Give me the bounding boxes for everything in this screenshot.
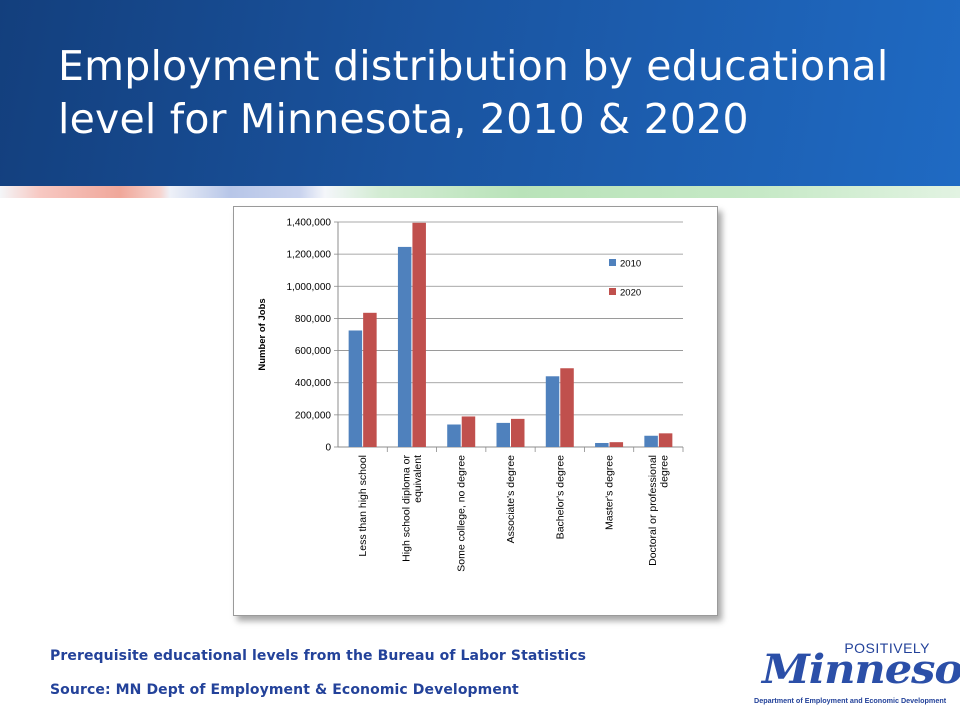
- slide-title: Employment distribution by educational l…: [58, 42, 889, 143]
- svg-text:Doctoral or professional: Doctoral or professional: [647, 455, 659, 566]
- svg-text:High school diploma or: High school diploma or: [401, 455, 413, 562]
- y-tick-label: 200,000: [295, 410, 332, 421]
- chart-container: 0 200,000 400,000 600,000 800,000 1,000,000 1,…: [233, 206, 718, 616]
- y-axis-label: Number of Jobs: [257, 298, 268, 370]
- legend-label-2010: 2010: [620, 259, 641, 270]
- bar-2010-6: [595, 442, 609, 447]
- svg-text:Some college, no degree: Some college, no degree: [456, 455, 468, 572]
- x-tick-label: Some college, no degree: [456, 455, 468, 572]
- footnote-prerequisite: Prerequisite educational levels from the…: [50, 648, 587, 664]
- y-tick-label: 1,000,000: [287, 282, 332, 293]
- bar-2020-7: [658, 433, 673, 447]
- bar-2020-1: [363, 312, 377, 447]
- svg-text:degree: degree: [659, 455, 671, 488]
- logo-wordmark: Minnesota: [762, 646, 960, 693]
- x-tick-label: Master's degree: [604, 455, 616, 530]
- bar-2010-3: [447, 424, 461, 447]
- x-tick-label: Less than high school: [357, 455, 369, 557]
- positively-minnesota-logo: POSITIVELY Minnesota Department of Emplo…: [752, 640, 960, 710]
- x-tick-label: Associate's degree: [505, 455, 517, 544]
- legend-swatch-2020: [609, 288, 616, 295]
- bar-2010-5: [545, 376, 560, 447]
- bar-2010-4: [496, 422, 510, 447]
- logo-tagline: POSITIVELY: [844, 640, 930, 656]
- logo-department: Department of Employment and Economic De…: [754, 696, 947, 705]
- footnote-source: Source: MN Dept of Employment & Economic…: [50, 682, 519, 698]
- bar-2010-1: [348, 330, 363, 447]
- title-banner: Employment distribution by educational l…: [0, 0, 960, 186]
- svg-text:Master's degree: Master's degree: [604, 455, 616, 530]
- bar-2020-2: [412, 222, 426, 447]
- bar-2020-4: [511, 418, 525, 447]
- y-tick-label: 0: [325, 443, 331, 454]
- bar-2010-2: [397, 246, 412, 447]
- x-tick-label: Bachelor's degree: [554, 455, 566, 539]
- svg-text:Associate's degree: Associate's degree: [505, 455, 517, 544]
- y-tick-label: 1,200,000: [287, 250, 332, 261]
- svg-text:Less than high school: Less than high school: [357, 455, 369, 557]
- svg-text:Bachelor's degree: Bachelor's degree: [554, 455, 566, 539]
- bar-2010-7: [644, 435, 658, 447]
- y-tick-label: 1,400,000: [287, 218, 332, 229]
- legend-label-2020: 2020: [620, 288, 641, 299]
- decorative-ribbon: [0, 186, 960, 198]
- bar-2020-5: [560, 368, 574, 447]
- x-tick-label: Doctoral or professional degree: [647, 455, 671, 566]
- y-tick-label: 400,000: [295, 378, 332, 389]
- bar-2020-3: [461, 416, 476, 447]
- y-tick-label: 600,000: [295, 346, 332, 357]
- legend-swatch-2010: [609, 259, 616, 266]
- y-tick-label: 800,000: [295, 314, 332, 325]
- svg-text:equivalent: equivalent: [412, 455, 424, 503]
- x-tick-label: High school diploma or equivalent: [401, 455, 425, 562]
- bar-2020-6: [609, 442, 624, 447]
- bar-chart: 0 200,000 400,000 600,000 800,000 1,000,000 1,…: [257, 218, 684, 572]
